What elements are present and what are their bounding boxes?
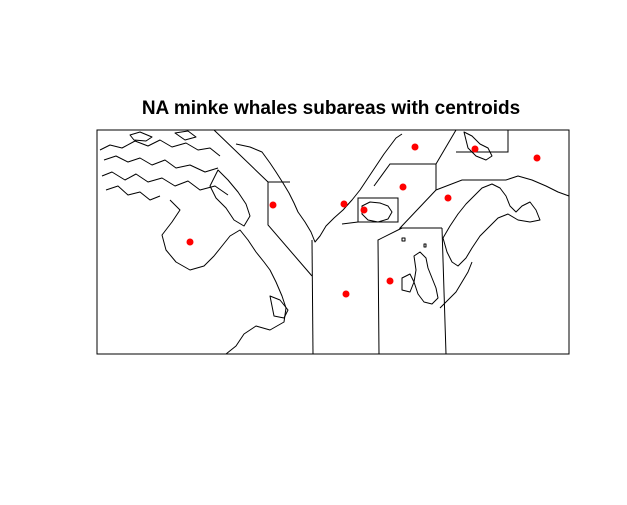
coastline-labrador [161, 199, 287, 355]
coastline-iceland [361, 201, 393, 223]
centroid-marker [411, 143, 419, 151]
centroid-marker [444, 194, 452, 202]
boundary-iceland-box [357, 197, 399, 223]
boundary-central-east [377, 227, 403, 355]
centroids [186, 143, 541, 298]
coastline-baffin [209, 169, 251, 227]
centroid-marker [533, 154, 541, 162]
coastline-newfoundland [269, 295, 289, 319]
centroid-marker [269, 201, 277, 209]
centroid-marker [386, 277, 394, 285]
coastline-faroes [401, 237, 427, 248]
coastline-svalbard [463, 131, 493, 161]
coastlines [99, 130, 570, 355]
boundary-jan-mayen [373, 163, 437, 190]
map-title: NA minke whales subareas with centroids [141, 98, 521, 119]
centroid-marker [340, 200, 348, 208]
boundary-north-sea [441, 227, 447, 355]
map-frame [96, 129, 570, 355]
centroid-marker [360, 206, 368, 214]
coastline-kola [505, 175, 570, 197]
centroid-marker [186, 238, 194, 246]
coastline-scandinavia [442, 183, 541, 267]
coastline-arctic-islands [99, 130, 229, 201]
boundary-barents-west [398, 189, 442, 229]
boundary-svalbard [456, 130, 509, 153]
subarea-boundaries [213, 129, 509, 355]
boundary-central-west [311, 239, 314, 355]
boundary-davis-west [213, 129, 313, 277]
coastline-europe [439, 261, 473, 309]
centroid-marker [399, 183, 407, 191]
coastline-britain [413, 251, 439, 305]
boundary-central-north [341, 221, 359, 225]
boundary-barents-mid [435, 179, 506, 191]
boundary-norwegian-sea [435, 129, 457, 165]
centroid-marker [342, 290, 350, 298]
centroid-marker [471, 145, 479, 153]
coastline-greenland [235, 133, 403, 243]
coastline-ireland [401, 273, 415, 293]
